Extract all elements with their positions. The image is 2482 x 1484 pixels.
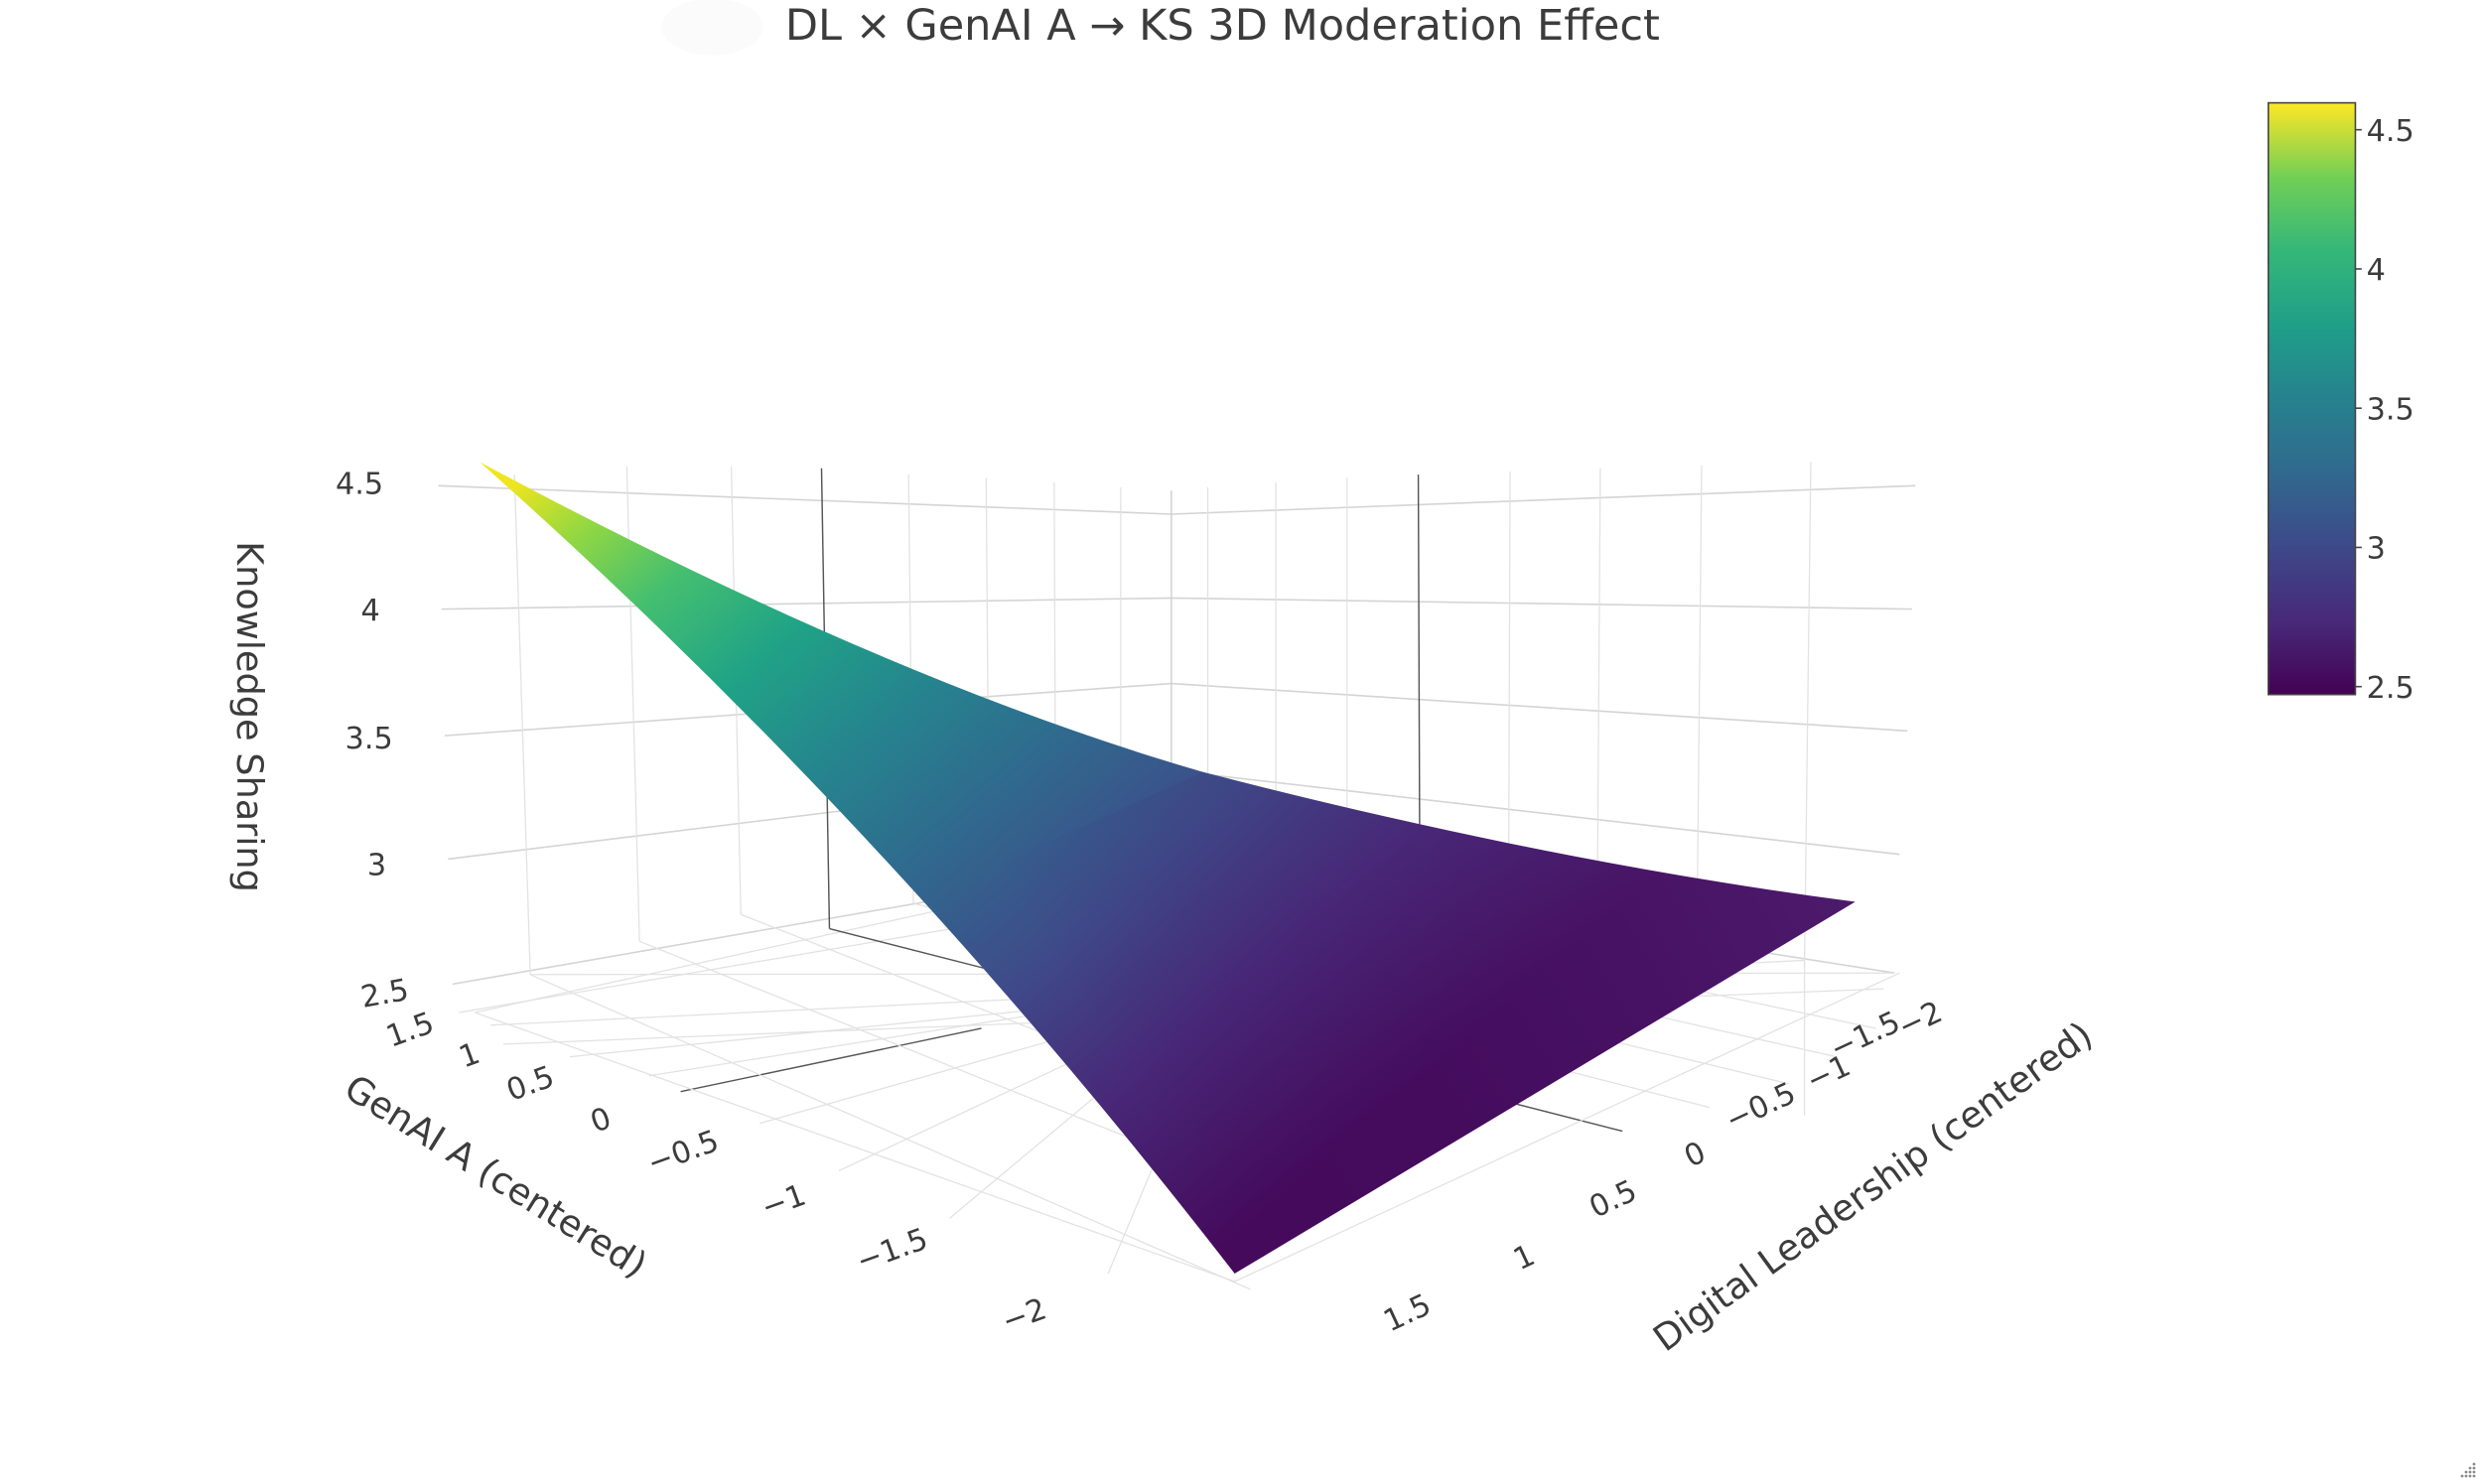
- y-tick-label: 1.5: [382, 1006, 439, 1054]
- x-tick-label: 0: [1679, 1136, 1711, 1175]
- colorbar-tick-label: 4.5: [2367, 114, 2414, 149]
- z-axis-title: Knowledge Sharing: [228, 541, 271, 892]
- z-tick-label: 3.5: [345, 722, 393, 756]
- z-tick-label: 3: [367, 848, 386, 882]
- colorbar: 4.5 4 3.5 3 2.5: [2267, 101, 2414, 706]
- title-badge-icon: [661, 0, 763, 56]
- y-tick-label: 1: [455, 1036, 484, 1075]
- colorbar-tick-label: 2.5: [2367, 671, 2414, 706]
- z-tick-label: 4: [361, 594, 380, 628]
- y-tick-label: 0: [586, 1101, 616, 1140]
- z-axis: 4.5 4 3.5 3 2.5 Knowledge Sharing: [228, 467, 411, 1015]
- y-tick-label: −1: [757, 1178, 810, 1226]
- y-tick-label: 0.5: [502, 1059, 559, 1108]
- z-tick-label: 2.5: [358, 973, 411, 1015]
- genai-axis: 1.5 1 0.5 0 −0.5 −1 −1.5 −2 GenAI A (cen…: [338, 1006, 1051, 1339]
- surface-shading: [949, 771, 1856, 1275]
- y-tick-label: −1.5: [852, 1222, 932, 1280]
- y-tick-label: −0.5: [643, 1124, 724, 1181]
- colorbar-tick-label: 3: [2367, 532, 2386, 567]
- colorbar-tick-label: 3.5: [2367, 392, 2414, 427]
- chart-title-group: DL × GenAI A → KS 3D Moderation Effect: [661, 0, 1660, 56]
- x-tick-label: 0.5: [1585, 1173, 1642, 1225]
- surface-plot[interactable]: [480, 462, 1856, 1275]
- colorbar-tick-label: 4: [2367, 253, 2386, 288]
- x-tick-label: −0.5: [1721, 1076, 1801, 1139]
- y-axis-title: GenAI A (centered): [338, 1066, 655, 1286]
- colorbar-gradient: [2267, 101, 2357, 696]
- x-tick-label: 1.5: [1378, 1287, 1436, 1339]
- resize-grip-icon[interactable]: [2454, 1456, 2478, 1480]
- z-tick-label: 4.5: [336, 467, 383, 501]
- chart-title: DL × GenAI A → KS 3D Moderation Effect: [785, 1, 1660, 51]
- x-tick-label: 1: [1508, 1238, 1540, 1278]
- y-tick-label: −2: [998, 1291, 1051, 1339]
